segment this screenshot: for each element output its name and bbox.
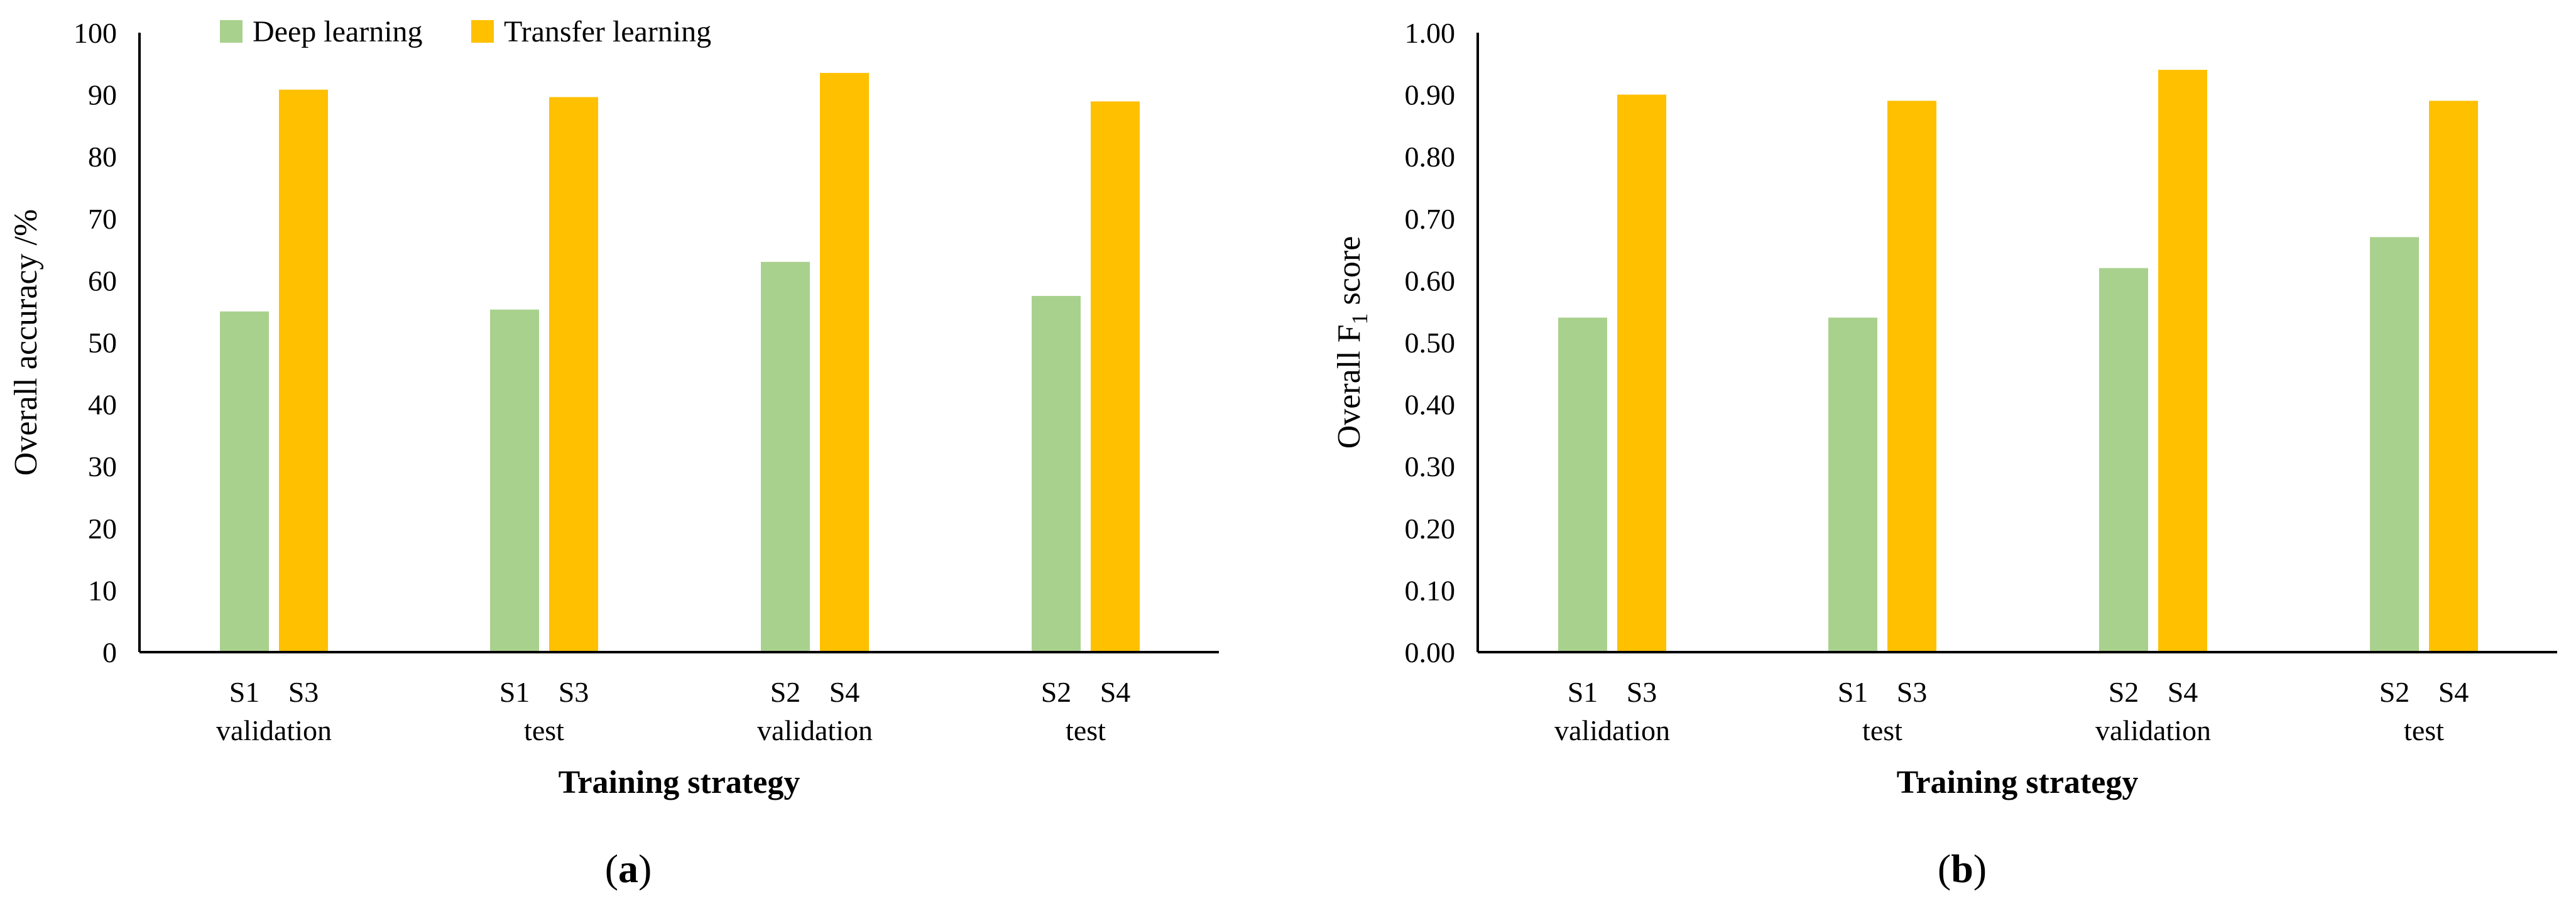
- x-axis-title: Training strategy: [559, 765, 800, 800]
- y-tick-label: 100: [74, 17, 117, 49]
- bar-transfer-learning: [1617, 94, 1666, 653]
- panel-label-close: ): [1973, 846, 1987, 891]
- x-group-label: validation: [216, 714, 332, 746]
- y-tick-label: 0.80: [1405, 141, 1456, 173]
- x-group-label: test: [1862, 714, 1902, 746]
- x-tick-label: S4: [829, 676, 860, 708]
- y-tick-label: 0: [102, 636, 117, 668]
- bar-transfer-learning: [820, 73, 869, 653]
- y-tick-label: 0.10: [1405, 574, 1456, 606]
- bar-deep-learning: [2370, 237, 2419, 652]
- x-tick-label: S1: [499, 676, 530, 708]
- y-tick-label: 60: [88, 264, 117, 297]
- bar-deep-learning: [1558, 317, 1607, 652]
- panel-label-letter: a: [618, 846, 638, 891]
- y-tick-label: 0.90: [1405, 79, 1456, 111]
- x-tick-label: S2: [1041, 676, 1072, 708]
- y-tick-label: 70: [88, 203, 117, 235]
- bar-transfer-learning: [1091, 101, 1140, 653]
- y-axis-title-subscript: 1: [1347, 313, 1372, 324]
- panel-b-chart: 0.00 0.10 0.20 0.30 0.40 0.50 0.60 0.70 0.80 0.90…: [1331, 17, 2557, 891]
- bar-transfer-learning: [2158, 70, 2207, 652]
- x-group-label: validation: [1554, 714, 1670, 746]
- y-tick-label: 1.00: [1405, 17, 1456, 49]
- x-group-label: test: [1066, 714, 1106, 746]
- panel-a-chart: 0 10 20 30 40 50 60 70 80 90 100 S1 S3 validation S1 S3…: [8, 15, 1219, 891]
- panel-label-letter: b: [1951, 846, 1973, 891]
- panel-label-open: (: [605, 846, 618, 891]
- y-axis-title: Overall accuracy /%: [8, 209, 44, 476]
- x-group-label: test: [2404, 714, 2444, 746]
- x-tick-label: S3: [1897, 676, 1928, 708]
- y-axis-title: Overall F1 score: [1331, 236, 1372, 449]
- panel-label-close: ): [638, 846, 652, 891]
- x-tick-label: S3: [288, 676, 319, 708]
- legend-label-deep-learning: Deep learning: [253, 15, 423, 48]
- y-tick-label: 80: [88, 141, 117, 173]
- legend-swatch-transfer-learning: [471, 20, 494, 43]
- bar-deep-learning: [761, 261, 810, 652]
- legend-label-transfer-learning: Transfer learning: [504, 15, 711, 48]
- bar-deep-learning: [490, 309, 539, 652]
- x-tick-label: S4: [1100, 676, 1131, 708]
- panel-label-open: (: [1938, 846, 1951, 891]
- y-axis-title-part: Overall F: [1331, 324, 1367, 449]
- x-axis-title: Training strategy: [1897, 765, 2139, 800]
- y-tick-label: 40: [88, 389, 117, 421]
- x-tick-label: S2: [2379, 676, 2410, 708]
- x-group-label: validation: [757, 714, 873, 746]
- y-tick-label: 50: [88, 327, 117, 359]
- y-tick-label: 0.60: [1405, 264, 1456, 297]
- bar-deep-learning: [2099, 268, 2148, 652]
- x-tick-label: S4: [2168, 676, 2198, 708]
- x-group-label: validation: [2095, 714, 2211, 746]
- x-tick-label: S2: [770, 676, 801, 708]
- x-group-label: test: [524, 714, 564, 746]
- y-tick-label: 0.00: [1405, 636, 1456, 668]
- y-tick-label: 0.70: [1405, 203, 1456, 235]
- bar-deep-learning: [220, 311, 269, 652]
- y-axis-title-part: score: [1331, 236, 1367, 314]
- y-tick-label: 30: [88, 450, 117, 483]
- x-tick-label: S3: [559, 676, 589, 708]
- y-tick-label: 20: [88, 513, 117, 545]
- x-tick-label: S4: [2438, 676, 2469, 708]
- bar-deep-learning: [1032, 296, 1081, 652]
- bar-transfer-learning: [1887, 101, 1936, 652]
- x-tick-label: S1: [1838, 676, 1869, 708]
- x-tick-label: S2: [2109, 676, 2139, 708]
- x-tick-label: S1: [1568, 676, 1598, 708]
- bar-deep-learning: [1828, 317, 1877, 652]
- legend: Deep learning Transfer learning: [220, 15, 711, 48]
- bar-transfer-learning: [279, 89, 328, 652]
- legend-swatch-deep-learning: [220, 20, 243, 43]
- bar-transfer-learning: [549, 97, 598, 652]
- panel-label: (b): [1938, 846, 1987, 891]
- y-tick-label: 90: [88, 79, 117, 111]
- y-tick-label: 10: [88, 574, 117, 606]
- y-tick-label: 0.40: [1405, 389, 1456, 421]
- panel-label: (a): [605, 846, 652, 891]
- y-tick-label: 0.20: [1405, 513, 1456, 545]
- bar-transfer-learning: [2429, 101, 2478, 652]
- y-tick-label: 0.50: [1405, 327, 1456, 359]
- x-tick-label: S1: [229, 676, 260, 708]
- x-tick-label: S3: [1627, 676, 1657, 708]
- y-tick-label: 0.30: [1405, 450, 1456, 483]
